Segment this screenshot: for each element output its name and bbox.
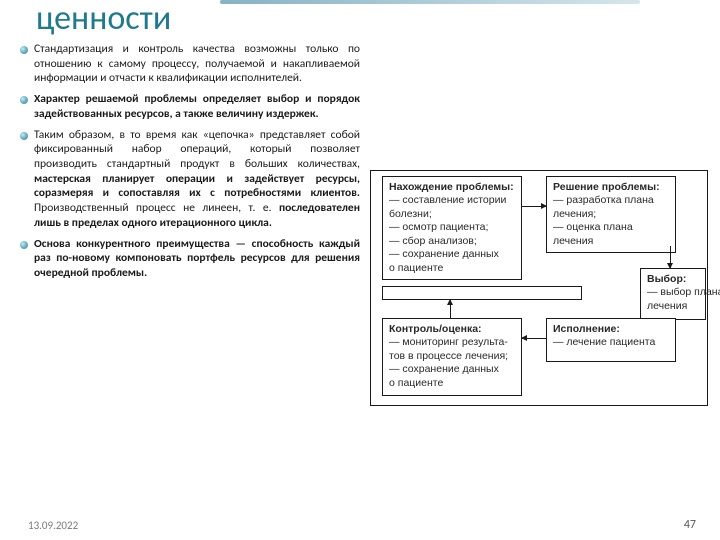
bullet-item: Стандартизация и контроль качества возмо… [20,42,360,86]
page-title: ценности [0,0,720,36]
bullet-item: Основа конкурентного преимущества — спос… [20,237,360,281]
bullet-item: Характер решаемой проблемы определяет вы… [20,92,360,121]
title-underline [220,0,640,4]
node-control: Контроль/оценка:— мониторинг результа-то… [382,318,522,396]
diagram: Нахождение проблемы:— составление истори… [370,170,710,410]
edge-tl-tr [522,206,546,207]
bullet-column: Стандартизация и контроль качества возмо… [20,42,360,287]
node-choice: Выбор:— выбор планалечения [640,268,706,320]
edge-bl-thin [450,300,451,318]
footer-page: 47 [684,518,696,532]
edge-br-bl [522,338,546,339]
footer-date: 13.09.2022 [28,519,78,532]
bullet-list: Стандартизация и контроль качества возмо… [20,42,360,281]
node-execution: Исполнение:— лечение пациента [546,318,676,362]
bullet-item: Таким образом, в то время как «цепочка» … [20,128,360,231]
node-find-problem: Нахождение проблемы:— составление истори… [382,176,522,280]
edge-tr-mr [670,246,671,268]
node-thin-mid [382,286,582,300]
node-solve-problem: Решение проблемы:— разработка планалечен… [546,176,676,253]
